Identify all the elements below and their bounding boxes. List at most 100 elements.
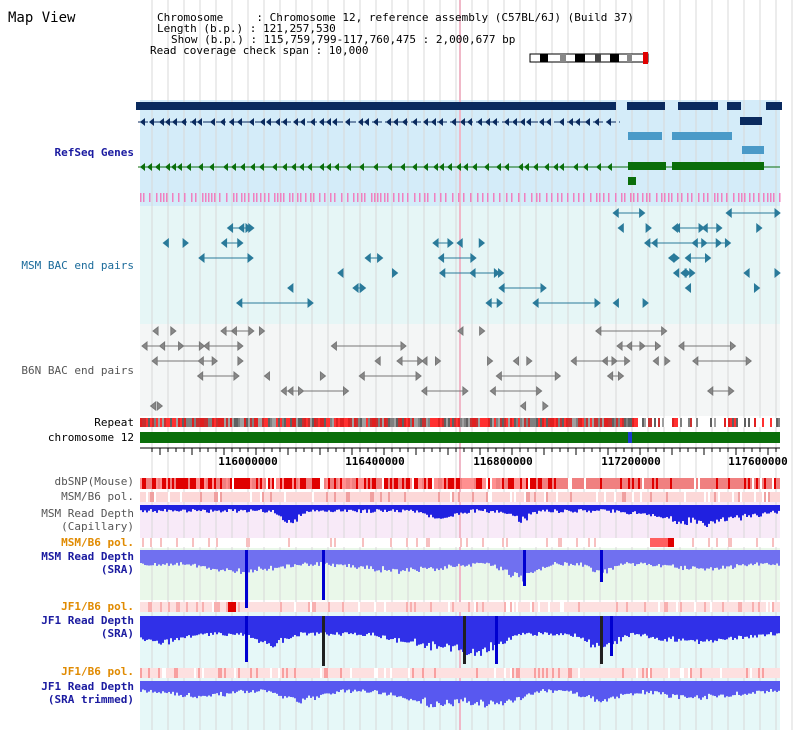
bac-end (612, 297, 619, 309)
repeat-cell (408, 418, 410, 427)
depth-bar (720, 681, 722, 695)
depth-bar (308, 550, 310, 566)
heat-cell (630, 602, 632, 612)
heat-cell (340, 538, 342, 547)
read-depth-tracks[interactable] (140, 505, 780, 708)
heat-cell (382, 668, 384, 678)
heat-cell (592, 478, 594, 489)
heat-cell (658, 602, 660, 612)
depth-bar (580, 505, 582, 510)
heat-cell (324, 668, 326, 678)
depth-bar (524, 616, 526, 635)
depth-bar (464, 505, 466, 513)
snp-tick (178, 193, 180, 202)
depth-bar (228, 505, 230, 510)
depth-bar (372, 616, 374, 633)
repeat-cell (300, 418, 302, 427)
heat-cell (688, 602, 690, 612)
bac-end (237, 355, 244, 367)
depth-bar (588, 505, 590, 511)
heat-cell (490, 602, 492, 612)
gene-arrow (275, 118, 280, 126)
depth-bar (556, 505, 558, 511)
heat-cell (236, 478, 238, 489)
depth-bar (386, 616, 388, 640)
heat-cell (518, 492, 520, 502)
heat-cell (274, 478, 276, 489)
depth-bar (298, 616, 300, 637)
depth-bar (258, 681, 260, 692)
heat-cell (338, 602, 340, 612)
repeat-cell (666, 418, 668, 427)
repeat-cell (150, 418, 152, 427)
heat-cell (762, 538, 764, 547)
repeat-cell (452, 418, 454, 427)
depth-bar (484, 505, 486, 510)
heat-cell (600, 668, 602, 678)
b6n-bac-track[interactable] (141, 325, 752, 412)
repeat-cell (186, 418, 188, 427)
heat-cell (462, 602, 464, 612)
depth-bar (448, 550, 450, 565)
repeat-cell (474, 418, 476, 427)
heat-cell (402, 668, 404, 678)
heat-cell (692, 668, 694, 678)
heat-cell (766, 602, 768, 612)
chromosome-ideogram[interactable] (529, 52, 649, 64)
depth-spike (600, 616, 603, 664)
bac-end (595, 325, 602, 337)
heat-cell (678, 492, 680, 502)
depth-bar (518, 616, 520, 635)
bac-end (236, 297, 243, 309)
depth-bar (456, 616, 458, 645)
depth-bar (456, 550, 458, 567)
heat-cell (376, 492, 378, 502)
heat-cell (208, 538, 210, 547)
heat-cell (668, 478, 670, 489)
heat-cell (420, 538, 422, 547)
chromosome-bar[interactable] (140, 432, 780, 443)
repeat-cell (644, 418, 646, 427)
depth-bar (770, 550, 772, 566)
depth-bar (412, 505, 414, 512)
depth-bar (256, 681, 258, 692)
depth-bar (342, 616, 344, 634)
depth-bar (300, 681, 302, 704)
repeat-cell (746, 418, 748, 427)
heat-cell (478, 602, 480, 612)
heat-cell (254, 602, 256, 612)
heat-cell (150, 492, 152, 502)
depth-bar (172, 550, 174, 566)
repeat-track[interactable] (140, 418, 780, 427)
msm-bac-track[interactable] (162, 207, 781, 309)
depth-bar (670, 550, 672, 566)
heat-cell (764, 492, 766, 502)
heat-cell (212, 602, 214, 612)
heat-cell (742, 602, 744, 612)
heat-cell (690, 668, 692, 678)
depth-bar (738, 550, 740, 566)
heat-cell (590, 478, 592, 489)
heat-cell (314, 602, 316, 612)
depth-bar (368, 550, 370, 569)
heat-cell (172, 478, 174, 489)
heat-cell (710, 538, 712, 547)
heat-cell (550, 602, 552, 612)
gene-arrow (559, 118, 564, 126)
repeat-cell (200, 418, 202, 427)
refseq-genes-track[interactable] (136, 102, 782, 202)
heat-cell (184, 492, 186, 502)
polymorphism-heatmaps[interactable] (140, 478, 780, 678)
depth-bar (274, 505, 276, 514)
heat-cell (742, 478, 744, 489)
repeat-cell (524, 418, 526, 427)
depth-bar (156, 681, 158, 693)
heat-cell (530, 602, 532, 612)
depth-bar (442, 550, 444, 570)
depth-bar (648, 616, 650, 639)
depth-bar (742, 681, 744, 695)
heat-cell (468, 538, 470, 547)
gene-arrow (585, 118, 590, 126)
heat-cell (668, 602, 670, 612)
